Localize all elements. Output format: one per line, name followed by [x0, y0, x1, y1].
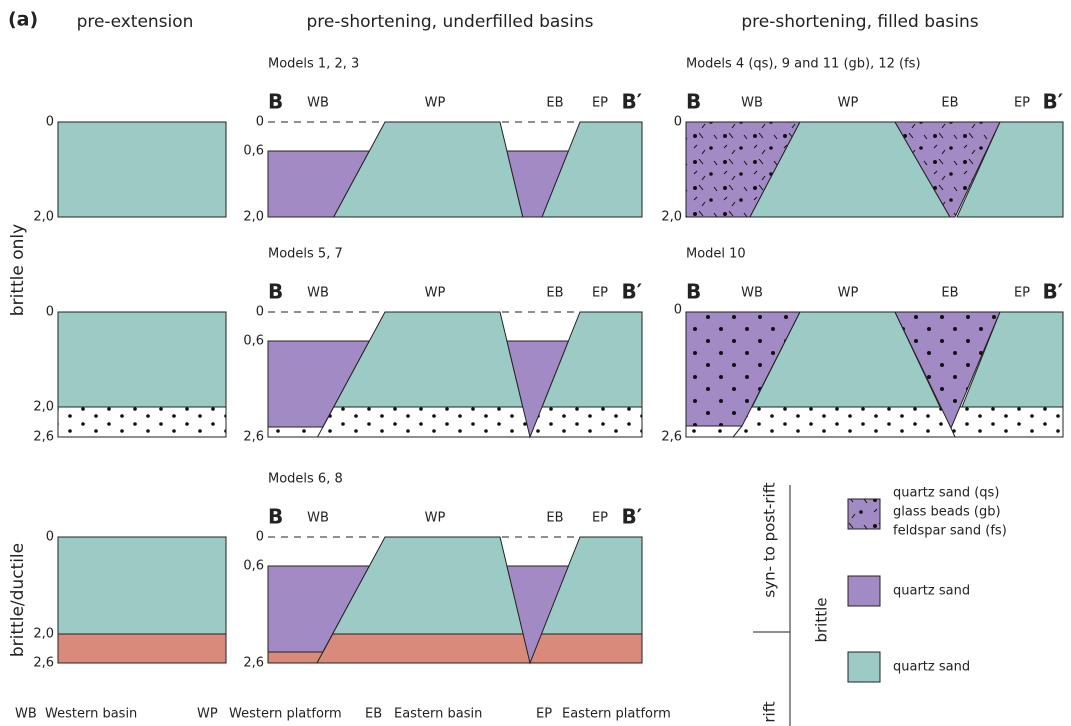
depth-label: 2,0 [33, 400, 54, 415]
model-label: Models 6, 8 [268, 472, 343, 487]
section-end: B′ [621, 280, 642, 304]
section-label: EP [1014, 286, 1030, 301]
abbr-code: EP [536, 707, 552, 722]
depth-label: 0 [674, 115, 682, 130]
section-label: WP [838, 286, 859, 301]
depth-label: 2,6 [243, 430, 264, 445]
abbr-name: Eastern platform [562, 707, 671, 722]
section-label: WB [307, 286, 329, 301]
legend-swatch [848, 499, 880, 529]
model-label: Models 1, 2, 3 [268, 57, 359, 72]
section-label: WP [838, 96, 859, 111]
section-label: WB [741, 286, 763, 301]
layer [58, 634, 226, 663]
section-label: EB [546, 96, 563, 111]
model-label: Model 10 [686, 247, 746, 262]
depth-label: 2,6 [33, 430, 54, 445]
model-label: Models 4 (qs), 9 and 11 (gb), 12 (fs) [686, 57, 921, 72]
section-end: B [268, 90, 283, 114]
depth-label: 0 [46, 305, 54, 320]
legend-text: quartz sand [893, 584, 970, 599]
depth-label: 0 [674, 303, 682, 318]
section-label: EP [592, 96, 608, 111]
legend-group-label: brittle [813, 597, 831, 642]
legend-text: feldspar sand (fs) [893, 524, 1007, 539]
section-label: WB [307, 511, 329, 526]
depth-label: 2,6 [243, 656, 264, 671]
section-label: EB [941, 96, 958, 111]
depth-label: 0,6 [243, 559, 264, 574]
abbr-code: EB [365, 707, 382, 722]
section-end: B [268, 280, 283, 304]
western-platform [334, 122, 523, 217]
depth-label: 2,0 [661, 210, 682, 225]
layer [58, 407, 226, 437]
figure-label: (a) [8, 9, 38, 31]
depth-label: 0 [256, 305, 264, 320]
section-label: EP [592, 286, 608, 301]
section-end: B [268, 505, 283, 529]
legend-text: quartz sand (qs) [893, 486, 999, 501]
abbr-name: Western basin [45, 707, 137, 722]
section-label: EP [592, 511, 608, 526]
legend-text: quartz sand [893, 660, 970, 675]
section-label: WB [307, 96, 329, 111]
section-label: EB [546, 511, 563, 526]
abbr-code: WB [15, 707, 37, 722]
model-label: Models 5, 7 [268, 247, 343, 262]
depth-label: 0,6 [243, 334, 264, 349]
depth-label: 0 [256, 115, 264, 130]
legend-swatch [848, 576, 880, 606]
legend-group-label: syn- to post-rift [761, 482, 779, 597]
depth-label: 2,0 [33, 627, 54, 642]
section-end: B′ [1042, 90, 1063, 114]
column-header: pre-shortening, underfilled basins [306, 12, 593, 32]
legend-text: glass beads (gb) [893, 505, 1001, 520]
legend-group-label: rift [761, 701, 779, 722]
section-label: WP [425, 96, 446, 111]
section-end: B′ [621, 505, 642, 529]
abbr-name: Western platform [229, 707, 342, 722]
depth-label: 0 [256, 530, 264, 545]
abbr-name: Eastern basin [394, 707, 482, 722]
depth-label: 2,6 [33, 656, 54, 671]
section-end: B [686, 90, 701, 114]
western-platform [334, 312, 523, 407]
western-platform [333, 537, 524, 634]
section-label: EB [941, 286, 958, 301]
column-header: pre-extension [77, 12, 194, 32]
section-end: B [686, 280, 701, 304]
depth-label: 0 [46, 115, 54, 130]
abbr-code: WP [197, 707, 218, 722]
row-label: brittle/ductile [8, 543, 28, 657]
section-label: WP [425, 286, 446, 301]
brittle-layer [58, 122, 226, 217]
row-label: brittle only [8, 224, 28, 316]
section-label: EP [1014, 96, 1030, 111]
section-end: B′ [1042, 280, 1063, 304]
depth-label: 2,6 [661, 430, 682, 445]
brittle-layer [58, 537, 226, 634]
figure: (a) pre-extension pre-shortening, underfil… [0, 0, 1071, 726]
section-end: B′ [621, 90, 642, 114]
depth-label: 2,0 [33, 210, 54, 225]
section-label: WB [741, 96, 763, 111]
depth-label: 0,6 [243, 144, 264, 159]
column-header: pre-shortening, filled basins [741, 12, 978, 32]
brittle-layer [58, 312, 226, 407]
section-label: EB [546, 286, 563, 301]
depth-label: 0 [46, 530, 54, 545]
legend-swatch [848, 652, 880, 682]
section-label: WP [425, 511, 446, 526]
depth-label: 2,0 [243, 210, 264, 225]
